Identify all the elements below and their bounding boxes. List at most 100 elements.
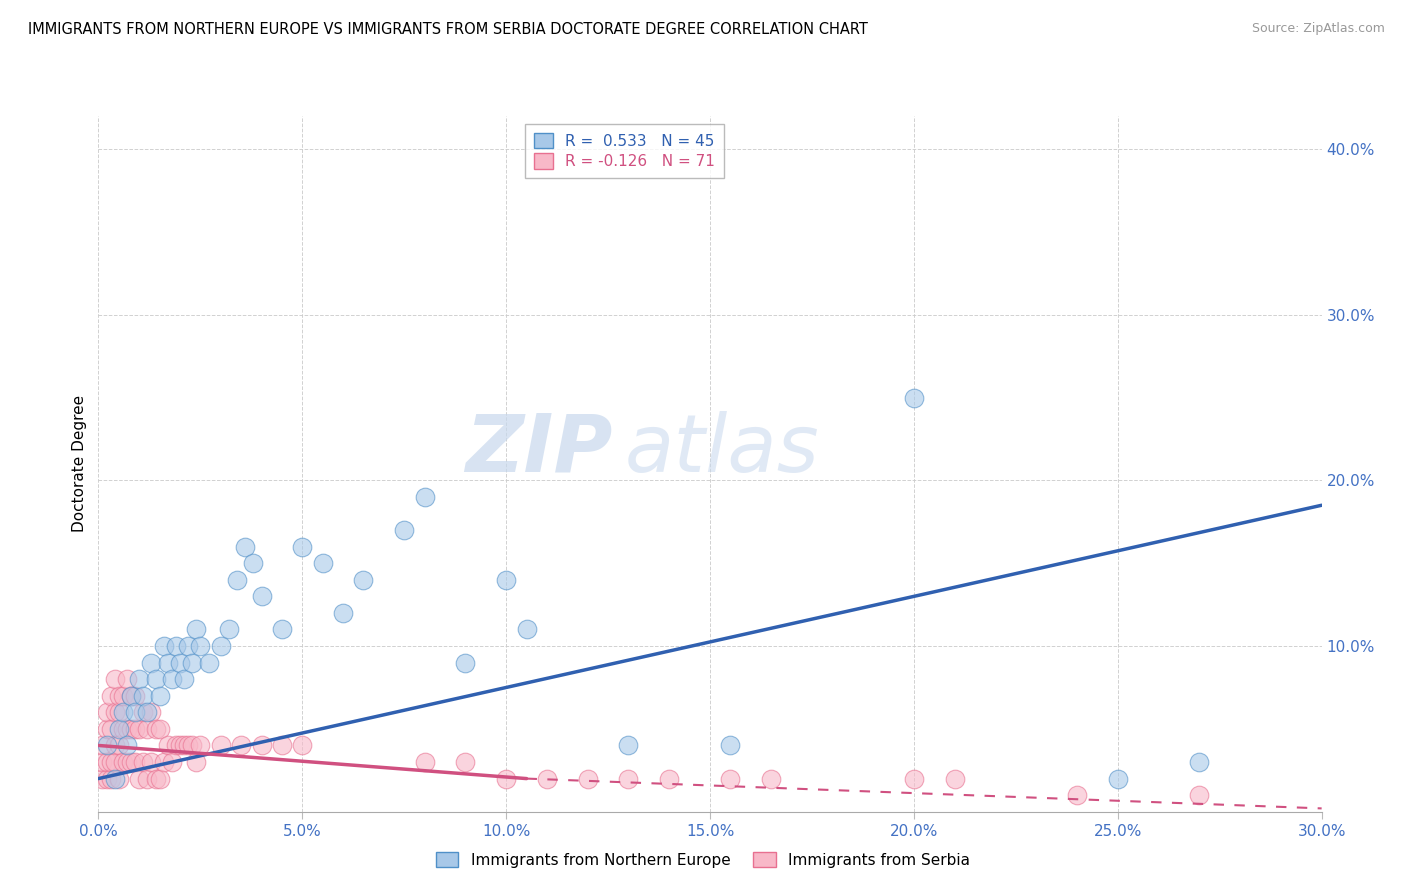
Point [149,689,172,703]
Point [291,739,314,753]
Text: Source: ZipAtlas.com: Source: ZipAtlas.com [1251,22,1385,36]
Point [124,689,146,703]
Point [454,656,477,670]
Point [943,772,966,786]
Point [96,755,118,769]
Point [718,739,742,753]
Point [132,706,155,720]
Point [156,739,179,753]
Legend: R =  0.533   N = 45, R = -0.126   N = 71: R = 0.533 N = 45, R = -0.126 N = 71 [524,124,724,178]
Point [141,755,163,769]
Point [96,706,118,720]
Point [413,755,436,769]
Point [115,672,138,686]
Point [181,739,204,753]
Text: ZIP: ZIP [465,411,612,489]
Legend: Immigrants from Northern Europe, Immigrants from Serbia: Immigrants from Northern Europe, Immigra… [427,844,979,875]
Point [160,672,183,686]
Point [149,772,172,786]
Point [1188,788,1211,802]
Point [124,706,146,720]
Point [100,689,122,703]
Point [209,739,232,753]
Point [156,656,179,670]
Text: atlas: atlas [624,411,820,489]
Point [718,772,742,786]
Point [231,739,253,753]
Text: IMMIGRANTS FROM NORTHERN EUROPE VS IMMIGRANTS FROM SERBIA DOCTORATE DEGREE CORRE: IMMIGRANTS FROM NORTHERN EUROPE VS IMMIG… [28,22,868,37]
Point [124,722,146,736]
Point [96,772,118,786]
Point [352,573,374,587]
Point [761,772,783,786]
Point [903,391,925,405]
Point [104,706,127,720]
Point [516,623,538,637]
Point [152,639,174,653]
Point [108,772,131,786]
Point [91,772,114,786]
Point [903,772,925,786]
Point [197,656,219,670]
Point [128,722,150,736]
Point [108,706,131,720]
Point [188,739,212,753]
Point [250,590,273,604]
Point [152,755,174,769]
Point [149,722,172,736]
Y-axis label: Doctorate Degree: Doctorate Degree [72,395,87,533]
Point [209,639,232,653]
Point [536,772,558,786]
Point [169,656,191,670]
Point [108,722,131,736]
Point [1107,772,1129,786]
Point [104,739,127,753]
Point [132,689,155,703]
Point [96,739,118,753]
Point [181,656,204,670]
Point [91,739,114,753]
Point [108,689,131,703]
Point [169,739,191,753]
Point [1188,755,1211,769]
Point [145,722,167,736]
Point [160,755,183,769]
Point [115,722,138,736]
Point [145,672,167,686]
Point [186,623,208,637]
Point [312,556,335,570]
Point [145,772,167,786]
Point [108,739,131,753]
Point [233,540,256,554]
Point [104,755,127,769]
Point [100,755,122,769]
Point [100,772,122,786]
Point [576,772,599,786]
Point [120,755,142,769]
Point [128,672,150,686]
Point [96,722,118,736]
Point [132,755,155,769]
Point [186,755,208,769]
Point [104,672,127,686]
Point [115,755,138,769]
Point [177,739,200,753]
Point [617,739,640,753]
Point [128,772,150,786]
Point [250,739,273,753]
Point [115,739,138,753]
Point [141,706,163,720]
Point [111,755,134,769]
Point [136,772,159,786]
Point [136,722,159,736]
Point [291,540,314,554]
Point [111,706,134,720]
Point [226,573,249,587]
Point [173,739,195,753]
Point [495,573,517,587]
Point [104,772,127,786]
Point [120,722,142,736]
Point [177,639,200,653]
Point [100,722,122,736]
Point [165,739,187,753]
